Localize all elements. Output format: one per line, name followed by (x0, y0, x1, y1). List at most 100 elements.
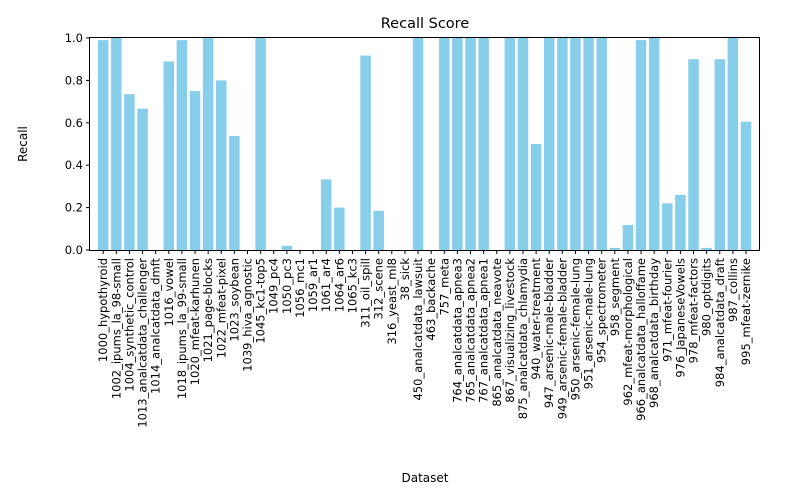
x-tick-label: 1004_synthetic_control (122, 258, 136, 392)
y-tick-label: 0.6 (65, 116, 83, 130)
x-tick-label: 984_analcatdata_draft (713, 258, 727, 388)
x-tick-label: 1002_ipums_la_98-small (109, 258, 123, 399)
bar-764_analcatdata_apnea3 (452, 38, 463, 250)
bar-966_analcatdata_halloffame (635, 40, 647, 251)
bar-312_scene (373, 210, 384, 250)
x-tick-label: 940_water-treatment (529, 258, 543, 380)
bar-867_visualizing_livestock (504, 38, 516, 250)
x-tick-label: 949_arsenic-female-bladder (555, 258, 569, 420)
bar-1061_ar4 (320, 179, 332, 250)
x-tick-label: 312_scene (372, 258, 386, 319)
x-tick-label: 971_mfeat-fourier (660, 258, 674, 362)
bar-995_mfeat-zernike (740, 121, 752, 251)
x-tick-label: 1021_page-blocks (201, 258, 215, 362)
x-tick-label: 1014_analcatdata_dmft (149, 258, 163, 394)
y-axis-label: Recall (16, 126, 30, 162)
x-tick-label: 1064_ar6 (332, 258, 346, 312)
x-tick-label: 765_analcatdata_apnea2 (464, 258, 478, 403)
x-tick-label: 1061_ar4 (319, 258, 333, 312)
bar-984_analcatdata_draft (714, 59, 726, 251)
bar-311_oil_spill (360, 55, 371, 250)
bar-978_mfeat-factors (688, 59, 699, 251)
bars-group (97, 38, 752, 251)
x-tick-label: 1013_analcatdata_challenger (136, 258, 150, 428)
x-tick-label: 980_optdigits (700, 258, 714, 336)
x-tick-label: 978_mfeat-factors (687, 258, 701, 363)
y-tick-label: 0.4 (65, 158, 83, 172)
bar-1064_ar6 (334, 207, 345, 250)
x-tick-label: 1059_ar1 (306, 258, 320, 312)
bar-951_arsenic-male-lung (583, 38, 594, 250)
plot-frame (89, 37, 760, 251)
y-tick-label: 0.8 (65, 73, 83, 87)
bar-976_JapaneseVowels (675, 194, 686, 250)
bar-1000_hypothyroid (97, 40, 109, 251)
x-tick-label: 38_sick (398, 258, 412, 301)
x-tick-label: 1020_mfeat-karhunen (188, 258, 202, 385)
chart-title: Recall Score (381, 16, 470, 32)
x-tick-label: 764_analcatdata_apnea3 (450, 258, 464, 403)
x-tick-label: 1000_hypothyroid (96, 258, 110, 362)
bar-875_analcatdata_chlamydia (517, 38, 529, 250)
bar-987_collins (727, 38, 739, 250)
x-tick-label: 1056_mc1 (293, 258, 307, 318)
x-tick-label: 950_arsenic-female-lung (568, 258, 582, 400)
bar-1045_kc1-top5 (255, 38, 266, 250)
bar-1004_synthetic_control (124, 94, 135, 251)
x-tick-label: 1022_mfeat-pixel (214, 258, 228, 358)
x-tick-label: 968_analcatdata_birthday (647, 258, 661, 408)
x-tick-label: 1050_pc3 (280, 258, 294, 314)
x-tick-label: 757_meta (437, 258, 451, 316)
x-tick-label: 954_spectrometer (595, 258, 609, 363)
bar-968_analcatdata_birthday (648, 38, 660, 250)
x-axis-label: Dataset (402, 471, 449, 485)
bar-757_meta (439, 38, 450, 250)
y-tick-label: 1.0 (65, 31, 83, 45)
x-tick-label: 976_JapaneseVowels (673, 258, 687, 378)
bar-1016_vowel (163, 61, 175, 250)
bar-1018_ipums_la_99-small (176, 40, 188, 251)
bar-1021_page-blocks (202, 38, 214, 250)
bar-947_arsenic-male-bladder (543, 38, 555, 250)
bar-1050_pc3 (281, 245, 293, 250)
bar-950_arsenic-female-lung (570, 38, 581, 250)
bar-1022_mfeat-pixel (216, 80, 227, 251)
bar-949_arsenic-female-bladder (557, 38, 568, 250)
bar-980_optdigits (701, 247, 712, 250)
bar-765_analcatdata_apnea2 (465, 38, 476, 250)
x-tick-label: 1016_vowel (162, 258, 176, 327)
x-tick-label: 767_analcatdata_apnea1 (477, 258, 491, 403)
bar-450_analcatdata_lawsuit (412, 38, 424, 250)
x-tick-label: 867_visualizing_livestock (503, 258, 517, 403)
x-tick-label: 450_analcatdata_lawsuit (411, 258, 425, 401)
x-tick-label: 966_analcatdata_halloffame (634, 258, 648, 421)
x-tick-label: 1039_hiva_agnostic (241, 258, 255, 372)
bar-954_spectrometer (596, 38, 607, 250)
bar-1013_analcatdata_challenger (137, 108, 148, 250)
y-tick-label: 0.0 (65, 243, 83, 257)
bar-971_mfeat-fourier (662, 203, 673, 250)
x-tick-label: 1018_ipums_la_99-small (175, 258, 189, 399)
bar-767_analcatdata_apnea1 (478, 38, 489, 250)
x-tick-label: 1023_soybean (227, 258, 241, 342)
x-tick-label: 995_mfeat-zernike (739, 258, 753, 365)
x-tick-label: 1049_pc4 (267, 258, 281, 314)
x-tick-label: 987_collins (726, 258, 740, 322)
bar-962_mfeat-morphological (622, 224, 634, 250)
bar-1023_soybean (229, 135, 240, 250)
y-tick-label: 0.2 (65, 201, 83, 215)
bar-1002_ipums_la_98-small (111, 38, 122, 250)
x-tick-label: 958_segment (608, 258, 622, 337)
bar-940_water-treatment (530, 144, 542, 250)
x-axis: 1000_hypothyroid 1002_ipums_la_98-small 10… (96, 250, 753, 428)
x-tick-label: 1065_kc3 (345, 258, 359, 313)
x-tick-label: 962_mfeat-morphological (621, 258, 635, 406)
x-tick-label: 311_oil_spill (359, 258, 373, 328)
x-tick-label: 875_analcatdata_chlamydia (516, 258, 530, 419)
x-tick-label: 316_yeast_ml8 (385, 258, 399, 345)
bar-958_segment (609, 247, 621, 250)
x-tick-label: 463_backache (424, 258, 438, 341)
x-tick-label: 1045_kc1-top5 (254, 258, 268, 344)
y-axis: 0.0 0.2 0.4 0.6 0.8 1.0 (65, 31, 90, 257)
